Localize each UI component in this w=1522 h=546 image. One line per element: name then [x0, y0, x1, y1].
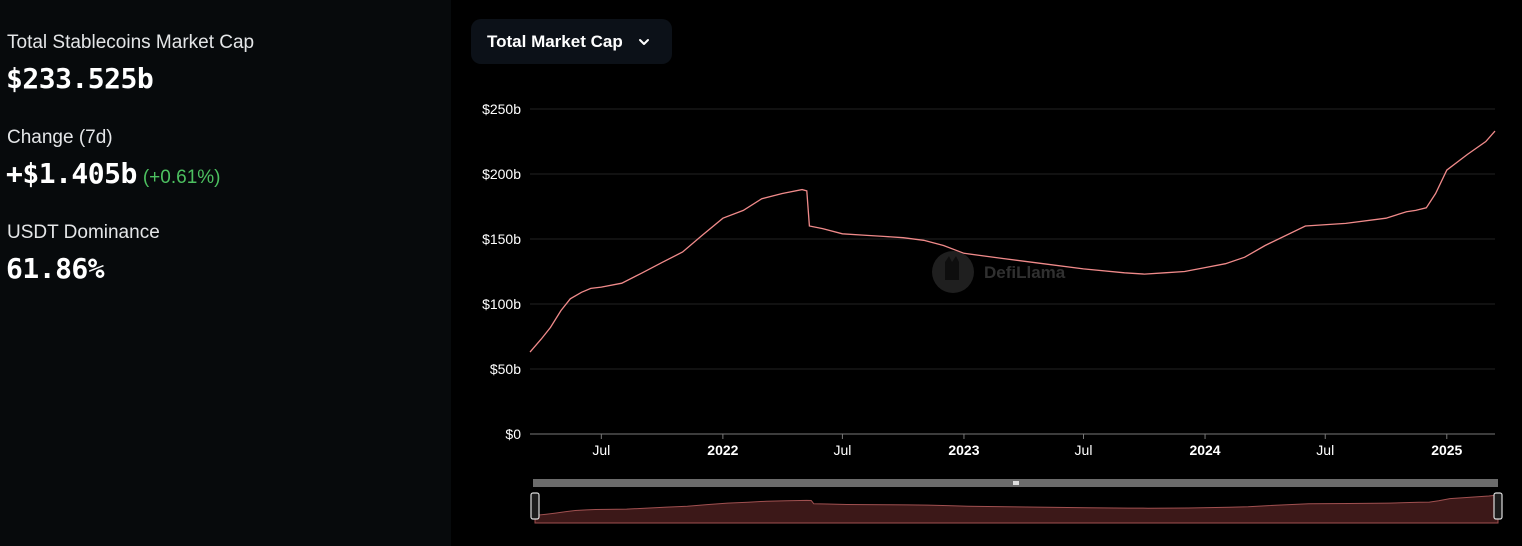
chart-panel	[451, 0, 1522, 546]
market-cap-label: Total Stablecoins Market Cap	[7, 32, 255, 53]
stats-panel: Total Stablecoins Market Cap $233.525b C…	[0, 0, 451, 546]
market-cap-value: $233.525b	[6, 62, 154, 95]
chevron-down-icon	[638, 38, 649, 45]
change-value: +$1.405b	[6, 157, 137, 190]
dominance-value: 61.86%	[6, 252, 105, 285]
change-label: Change (7d)	[7, 127, 113, 148]
dominance-label: USDT Dominance	[7, 222, 160, 243]
metric-dropdown[interactable]: Total Market Cap	[471, 19, 672, 64]
change-row: +$1.405b (+0.61%)	[6, 157, 220, 190]
dropdown-label: Total Market Cap	[487, 31, 623, 51]
change-percent: (+0.61%)	[142, 167, 221, 188]
